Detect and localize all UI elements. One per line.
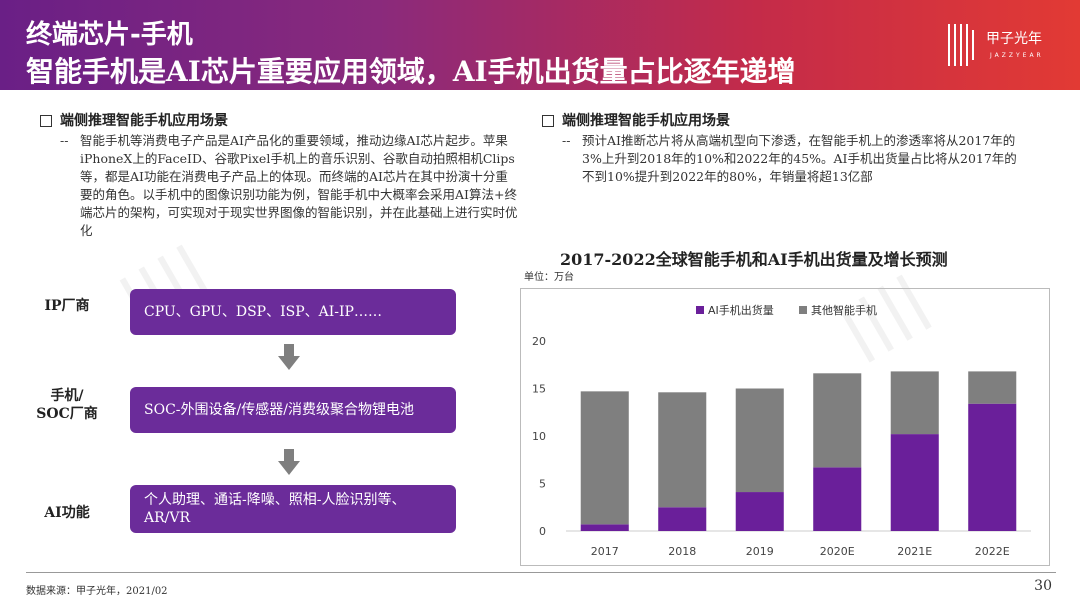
y-tick-label: 20: [532, 335, 546, 348]
y-tick-label: 0: [539, 525, 546, 538]
logo-bars-icon: [948, 24, 974, 66]
x-tick-label: 2022E: [975, 545, 1010, 558]
header-banner: 终端芯片-手机 智能手机是AI芯片重要应用领域，AI手机出货量占比逐年递增 甲子…: [0, 0, 1080, 90]
flow-box-ai: 个人助理、通话-降噪、照相-人脸识别等、AR/VR: [130, 485, 456, 533]
legend-swatch-ai: [696, 306, 704, 314]
y-tick-label: 15: [532, 383, 546, 396]
right-bullet: -- 预计AI推断芯片将从高端机型向下渗透，在智能手机上的渗透率将从2017年的…: [562, 132, 1022, 186]
checkbox-icon: [40, 115, 52, 127]
flow-box-soc: SOC-外围设备/传感器/消费级聚合物锂电池: [130, 387, 456, 433]
bar-other-phone: [735, 388, 784, 493]
flow-label-ai: AI功能: [44, 505, 90, 521]
right-heading-text: 端侧推理智能手机应用场景: [562, 113, 730, 129]
dash-icon: --: [562, 133, 571, 148]
stacked-bar-chart: 0 5 10 15 20 2017 2018 2019 2020E 2021E 2022E AI手机出…: [532, 303, 1031, 558]
chart-unit: 单位：万台: [524, 272, 574, 283]
footer-divider: [26, 572, 1056, 573]
legend-label-ai: AI手机出货量: [708, 303, 774, 317]
bar-ai-phone: [658, 507, 707, 531]
down-arrow-icon: [278, 449, 300, 475]
x-tick-label: 2021E: [897, 545, 932, 558]
bar-other-phone: [968, 371, 1017, 404]
chart-frame: 0 5 10 15 20 2017 2018 2019 2020E 2021E 2022E AI手机出…: [520, 288, 1050, 566]
bar-ai-phone: [890, 434, 939, 531]
x-tick-label: 2020E: [820, 545, 855, 558]
bar-other-phone: [813, 373, 862, 468]
chart-title: 2017-2022全球智能手机和AI手机出货量及增长预测: [560, 250, 948, 269]
y-tick-label: 10: [532, 430, 546, 443]
x-tick-label: 2017: [591, 545, 619, 558]
bar-other-phone: [890, 371, 939, 435]
logo-en: JAZZYEAR: [990, 52, 1044, 59]
right-bullet-text: 预计AI推断芯片将从高端机型向下渗透，在智能手机上的渗透率将从2017年的3%上…: [582, 133, 1017, 184]
left-bullet: -- 智能手机等消费电子产品是AI产品化的重要领域，推动边缘AI芯片起步。苹果i…: [60, 132, 520, 240]
left-heading: 端侧推理智能手机应用场景: [40, 110, 228, 130]
flow-label-ip: IP厂商: [44, 298, 90, 314]
logo-name: 甲子光年: [986, 31, 1042, 47]
down-arrow-icon: [278, 344, 300, 370]
left-heading-text: 端侧推理智能手机应用场景: [60, 113, 228, 129]
page-title: 终端芯片-手机: [26, 20, 193, 50]
y-tick-label: 5: [539, 478, 546, 491]
legend-swatch-other: [799, 306, 807, 314]
flow-box-ip: CPU、GPU、DSP、ISP、AI-IP……: [130, 289, 456, 335]
right-heading: 端侧推理智能手机应用场景: [542, 110, 730, 130]
x-tick-label: 2019: [746, 545, 774, 558]
legend-label-other: 其他智能手机: [811, 303, 877, 317]
brand-logo: 甲子光年 JAZZYEAR: [946, 18, 1066, 74]
page-subtitle: 智能手机是AI芯片重要应用领域，AI手机出货量占比逐年递增: [26, 55, 796, 88]
flow-label-soc: 手机/ SOC厂商: [36, 388, 98, 422]
page-number: 30: [1034, 578, 1052, 594]
x-tick-label: 2018: [668, 545, 696, 558]
data-source: 数据来源：甲子光年，2021/02: [26, 586, 168, 597]
bar-ai-phone: [735, 492, 784, 531]
dash-icon: --: [60, 133, 69, 148]
bar-ai-phone: [580, 524, 629, 531]
bar-other-phone: [580, 391, 629, 525]
left-bullet-text: 智能手机等消费电子产品是AI产品化的重要领域，推动边缘AI芯片起步。苹果iPho…: [80, 133, 518, 238]
bar-other-phone: [658, 392, 707, 508]
bar-ai-phone: [968, 403, 1017, 531]
bar-ai-phone: [813, 467, 862, 531]
checkbox-icon: [542, 115, 554, 127]
